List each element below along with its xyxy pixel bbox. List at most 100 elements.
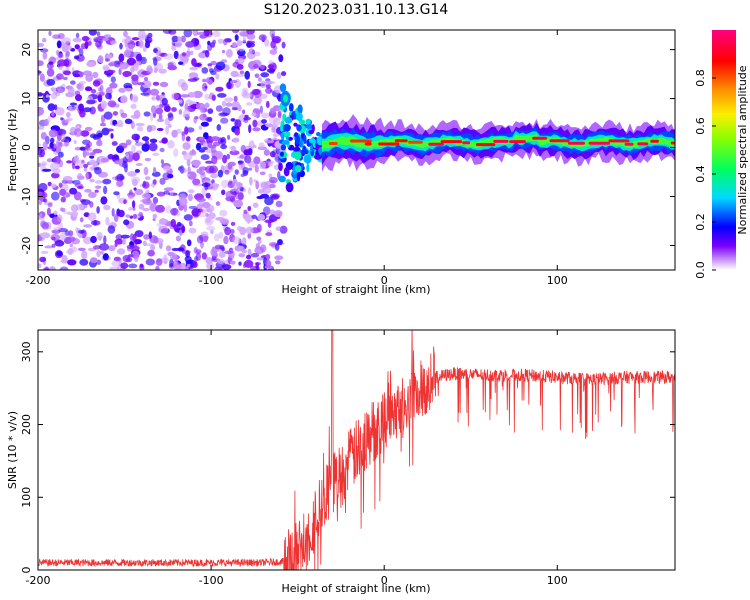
noise-blob bbox=[81, 250, 88, 260]
noise-blob bbox=[257, 189, 265, 194]
x-tick-label: 0 bbox=[381, 574, 388, 587]
transition-blob bbox=[296, 172, 301, 182]
noise-blob bbox=[155, 50, 162, 57]
noise-blob bbox=[161, 97, 168, 106]
noise-blob bbox=[114, 160, 121, 165]
snr-frame bbox=[37, 329, 676, 571]
noise-blob bbox=[133, 110, 141, 119]
noise-blob bbox=[276, 117, 284, 121]
noise-blob bbox=[98, 171, 108, 178]
noise-blob bbox=[207, 79, 213, 85]
noise-blob bbox=[134, 239, 142, 245]
noise-blob bbox=[181, 132, 186, 142]
noise-blob bbox=[111, 141, 118, 146]
spectrogram-x-ticks: -200 -100 0 100 bbox=[26, 30, 568, 287]
noise-blob bbox=[199, 113, 208, 121]
noise-blob bbox=[240, 173, 245, 177]
noise-blob bbox=[153, 57, 158, 66]
noise-blob bbox=[39, 256, 47, 263]
noise-blob bbox=[119, 42, 123, 50]
noise-blob bbox=[246, 33, 256, 40]
x-tick-label: 0 bbox=[381, 274, 388, 287]
noise-blob bbox=[211, 94, 216, 101]
noise-blob bbox=[108, 62, 115, 67]
noise-blob bbox=[187, 166, 191, 175]
noise-blob bbox=[102, 178, 112, 185]
noise-blob bbox=[207, 142, 213, 148]
transition-blob bbox=[279, 83, 287, 92]
noise-blob bbox=[234, 34, 239, 41]
noise-blob bbox=[173, 262, 182, 270]
noise-blob bbox=[188, 72, 199, 79]
noise-blob bbox=[221, 264, 232, 270]
noise-blob bbox=[63, 210, 72, 215]
noise-blob bbox=[254, 164, 259, 173]
noise-blob bbox=[84, 188, 92, 193]
noise-blob bbox=[200, 121, 209, 127]
noise-blob bbox=[123, 199, 127, 205]
noise-blob bbox=[57, 53, 64, 59]
noise-blob bbox=[66, 160, 73, 164]
noise-blob bbox=[167, 140, 175, 149]
noise-blob bbox=[274, 37, 280, 44]
noise-blob bbox=[227, 134, 231, 140]
noise-blob bbox=[239, 70, 245, 75]
noise-blob bbox=[74, 44, 80, 50]
noise-blob bbox=[40, 161, 48, 166]
noise-blob bbox=[120, 234, 130, 239]
noise-blob bbox=[57, 59, 67, 67]
noise-blob bbox=[47, 115, 52, 123]
noise-blob bbox=[89, 178, 95, 183]
noise-blob bbox=[233, 95, 238, 102]
y-tick-label: -10 bbox=[20, 188, 33, 206]
noise-blob bbox=[81, 159, 85, 164]
noise-blob bbox=[83, 163, 89, 168]
noise-blob bbox=[251, 214, 257, 219]
y-tick-label: 0 bbox=[20, 567, 33, 574]
noise-blob bbox=[107, 100, 117, 108]
noise-blob bbox=[56, 250, 63, 257]
noise-blob bbox=[96, 139, 103, 147]
noise-blob bbox=[156, 118, 165, 123]
noise-blob bbox=[232, 137, 240, 143]
noise-blob bbox=[220, 138, 225, 143]
noise-blob bbox=[103, 34, 112, 39]
noise-blob bbox=[217, 38, 224, 44]
noise-blob bbox=[123, 30, 128, 38]
noise-blob bbox=[38, 92, 43, 97]
noise-blob bbox=[88, 159, 97, 166]
noise-blob bbox=[163, 190, 170, 195]
noise-blob bbox=[90, 235, 97, 244]
carrier-core bbox=[475, 143, 496, 147]
noise-blob bbox=[71, 211, 79, 217]
noise-blob bbox=[114, 242, 118, 248]
noise-blob bbox=[150, 112, 154, 122]
noise-blob bbox=[111, 260, 120, 267]
noise-blob bbox=[229, 150, 240, 156]
noise-blob bbox=[232, 42, 237, 48]
noise-blob bbox=[222, 154, 228, 164]
noise-blob bbox=[99, 243, 109, 251]
noise-blob bbox=[152, 179, 157, 185]
noise-blob bbox=[38, 263, 42, 269]
noise-blob bbox=[150, 244, 156, 252]
noise-blob bbox=[74, 128, 83, 137]
noise-blob bbox=[200, 154, 210, 161]
noise-blob bbox=[38, 60, 44, 67]
x-tick-label: 100 bbox=[547, 574, 568, 587]
noise-blob bbox=[134, 168, 140, 173]
noise-blob bbox=[268, 183, 276, 189]
noise-blob bbox=[47, 202, 53, 208]
noise-blob bbox=[60, 196, 66, 203]
noise-blob bbox=[263, 149, 270, 156]
noise-blob bbox=[196, 235, 204, 244]
noise-blob bbox=[89, 133, 98, 139]
noise-blob bbox=[185, 50, 191, 58]
noise-blob bbox=[171, 35, 179, 42]
noise-blob bbox=[232, 236, 241, 244]
noise-blob bbox=[143, 111, 151, 117]
noise-blob bbox=[61, 255, 68, 264]
noise-blob bbox=[156, 127, 164, 132]
colorbar-tick-label: 0.2 bbox=[694, 213, 707, 231]
